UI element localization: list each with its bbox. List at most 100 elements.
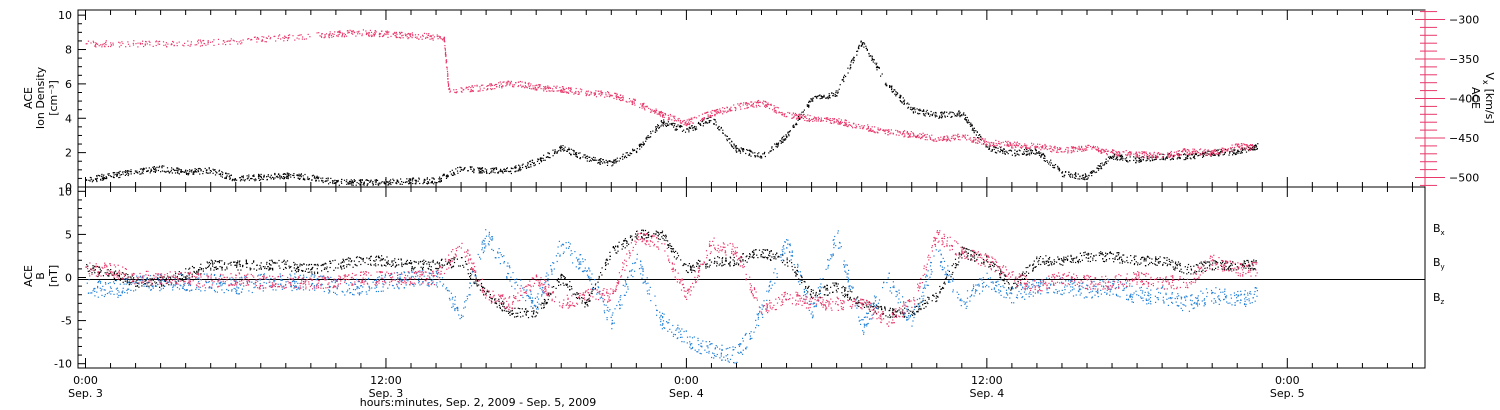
bx-point (323, 268, 325, 270)
bx-point (305, 268, 308, 270)
bx-point (133, 280, 135, 282)
vx-point (658, 113, 660, 115)
density-point (1075, 173, 1077, 175)
bx-point (128, 281, 130, 283)
vx-point (659, 111, 661, 113)
density-point (171, 167, 173, 169)
density-point (990, 150, 992, 152)
bx-point (341, 261, 343, 263)
density-point (862, 44, 864, 46)
density-point (890, 86, 892, 88)
density-point (322, 181, 324, 184)
vx-point (717, 110, 719, 112)
vx-point (938, 138, 940, 140)
bx-point (242, 264, 244, 266)
vx-point (428, 33, 430, 35)
density-point (863, 42, 865, 44)
bx-point (301, 264, 303, 266)
vx-point (750, 105, 753, 107)
density-point (665, 125, 667, 127)
density-point (194, 168, 196, 170)
bx-point (193, 270, 195, 273)
vx-point (653, 110, 655, 112)
vx-point (97, 43, 99, 45)
vx-point (183, 45, 185, 47)
density-point (292, 174, 294, 176)
density-point (100, 179, 102, 181)
density-point (1014, 152, 1016, 155)
vx-point (534, 88, 536, 90)
bx-point (467, 273, 469, 275)
density-point (1026, 151, 1028, 153)
density-point (926, 109, 928, 111)
vx-point (673, 120, 675, 122)
density-point (735, 151, 738, 153)
density-point (430, 182, 432, 184)
vx-point (622, 97, 624, 99)
density-point (568, 147, 570, 149)
vx-point (621, 99, 623, 102)
vx-point (489, 83, 491, 85)
density-point (647, 135, 649, 137)
vx-point (328, 36, 330, 38)
vx-point (425, 37, 427, 39)
density-point (113, 174, 115, 176)
bx-point (425, 260, 427, 262)
vx-point (371, 35, 373, 38)
vx-point (660, 111, 662, 113)
density-point (868, 55, 870, 57)
density-point (1185, 158, 1187, 161)
vx-point (1243, 148, 1245, 151)
density-point (970, 122, 972, 124)
density-point (234, 178, 236, 180)
bx-point (137, 278, 139, 280)
vx-point (1235, 143, 1237, 145)
vx-point (1185, 150, 1187, 153)
vx-point (690, 121, 692, 123)
vx-point (981, 138, 983, 140)
density-point (750, 155, 752, 157)
vx-point (942, 139, 944, 141)
vx-point (144, 44, 146, 46)
vx-point (855, 124, 857, 126)
vx-point (170, 44, 172, 46)
density-point (963, 114, 965, 116)
vx-point (1092, 145, 1095, 147)
density-point (1139, 159, 1141, 161)
vx-point (487, 85, 489, 87)
bx-point (420, 266, 422, 268)
vx-point (1009, 144, 1012, 146)
vx-point (159, 40, 161, 42)
density-point (795, 124, 797, 126)
vx-point (836, 121, 838, 123)
density-point (918, 109, 920, 111)
vx-point (498, 82, 500, 84)
bx-point (195, 272, 197, 274)
vx-point (878, 129, 880, 131)
density-point (485, 170, 487, 173)
vx-point (378, 32, 381, 34)
density-point (337, 180, 339, 183)
bx-point (296, 264, 298, 266)
density-point (908, 103, 910, 105)
vx-point (351, 30, 353, 33)
vx-point (1043, 148, 1045, 150)
bx-point (268, 269, 270, 271)
density-point (1002, 149, 1004, 151)
density-point (351, 182, 353, 184)
density-point (925, 111, 927, 113)
vx-point (898, 134, 900, 136)
vx-point (479, 88, 481, 90)
vx-point (490, 84, 492, 86)
vx-point (159, 43, 161, 45)
vx-point (756, 102, 758, 104)
density-point (1237, 152, 1239, 154)
density-point (781, 141, 783, 143)
density-point (206, 169, 208, 171)
bx-point (390, 265, 392, 267)
vx-point (1192, 150, 1194, 152)
density-point (352, 184, 354, 186)
bx-point (323, 263, 325, 265)
bx-point (98, 266, 101, 268)
density-point (178, 169, 180, 171)
